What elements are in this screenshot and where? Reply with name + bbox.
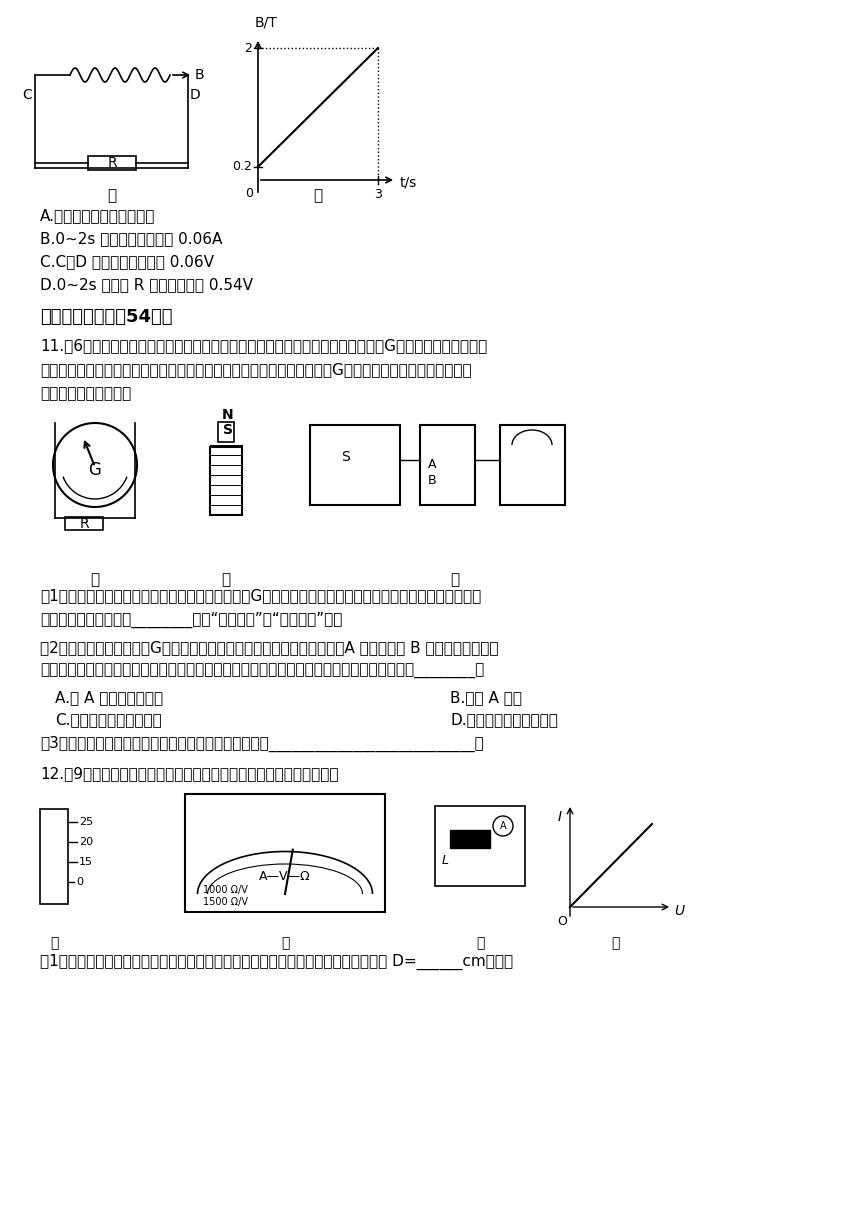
Text: N: N (222, 409, 234, 422)
Text: A: A (427, 458, 436, 472)
Text: R: R (79, 517, 89, 531)
Text: 三、非选择题：共54分。: 三、非选择题：共54分。 (40, 308, 173, 326)
Text: B.0~2s 内回路中的电流为 0.06A: B.0~2s 内回路中的电流为 0.06A (40, 231, 223, 246)
Text: A.回路中感应电流逐渐增大: A.回路中感应电流逐渐增大 (40, 208, 156, 223)
Text: 乙: 乙 (281, 936, 289, 950)
Text: O: O (557, 914, 567, 928)
Text: B: B (427, 473, 436, 486)
Bar (218, 422, 234, 441)
Text: G: G (89, 461, 101, 479)
Text: A—V—Ω: A—V—Ω (259, 869, 310, 883)
Text: 丁: 丁 (611, 936, 619, 950)
Text: A: A (500, 821, 507, 831)
Text: 25: 25 (79, 817, 93, 827)
Text: （1）为了探究电磁感应规律，胡同学将灵敏电流计G与一螺线管串联，如图乙所示。通过分析可知图乙中的: （1）为了探究电磁感应规律，胡同学将灵敏电流计G与一螺线管串联，如图乙所示。通过… (40, 589, 482, 603)
Text: t/s: t/s (400, 175, 417, 188)
Text: 11.（6分）胡同学在做探究电磁感应现象规律的实验中，她选择了一个灵敏电流计G，在没有电流通过灵敏: 11.（6分）胡同学在做探究电磁感应现象规律的实验中，她选择了一个灵敏电流计G，… (40, 338, 488, 353)
Text: 3: 3 (374, 188, 382, 201)
Text: 0.2: 0.2 (232, 161, 252, 174)
Bar (310, 426, 400, 505)
Bar (185, 794, 385, 912)
Text: 丙: 丙 (451, 572, 459, 587)
Text: R: R (108, 156, 117, 170)
Text: 关后，灵敏电流计的指针向右偏了一下，若要使灵敏电流计的指针向左偏转，可采取的操作是________。: 关后，灵敏电流计的指针向右偏了一下，若要使灵敏电流计的指针向左偏转，可采取的操作… (40, 664, 484, 679)
Text: 12.（9分）小阳同学在测量一均导电圆柱体的电阵率，实验步骤如下：: 12.（9分）小阳同学在测量一均导电圆柱体的电阵率，实验步骤如下： (40, 766, 339, 781)
Text: （3）通过本实验可以得出：感应电流产生的磁场，总是___________________________。: （3）通过本实验可以得出：感应电流产生的磁场，总是_______________… (40, 736, 483, 753)
Text: 0: 0 (76, 877, 83, 886)
Bar (210, 447, 242, 516)
Text: B.拔出 A 线圈: B.拔出 A 线圈 (450, 689, 522, 705)
Bar (65, 517, 103, 530)
Text: 20: 20 (79, 837, 93, 848)
Text: B/T: B/T (255, 16, 278, 30)
Text: U: U (674, 903, 684, 918)
Text: （2）胡同学将灵敏电流计G接入图丙所示的电路，此时电路已经连接好，A 线圈已插入 B 线圈中。她合上开: （2）胡同学将灵敏电流计G接入图丙所示的电路，此时电路已经连接好，A 线圈已插入… (40, 640, 499, 655)
Text: 甲: 甲 (108, 188, 117, 203)
Text: 乙: 乙 (313, 188, 322, 203)
Text: S: S (223, 423, 233, 437)
Text: 丙: 丙 (476, 936, 484, 950)
Bar (450, 831, 490, 848)
Text: 条形磁铁的运动情况是________（填“向上拔出”或“向下插入”）。: 条形磁铁的运动情况是________（填“向上拔出”或“向下插入”）。 (40, 612, 342, 629)
Text: D.变阵器的滑片向左滑动: D.变阵器的滑片向左滑动 (450, 713, 558, 727)
Bar (420, 426, 475, 505)
Text: 2: 2 (244, 41, 252, 55)
Text: C: C (22, 88, 32, 102)
Bar (40, 809, 68, 903)
Text: 计的指针如图甲所示。: 计的指针如图甲所示。 (40, 385, 132, 401)
Text: I: I (558, 810, 562, 824)
Text: A.在 A 线圈中插入铁芯: A.在 A 线圈中插入铁芯 (55, 689, 163, 705)
Text: 1500 Ω/V: 1500 Ω/V (203, 897, 248, 907)
Bar (88, 156, 136, 170)
Text: L: L (441, 855, 449, 867)
Text: 1000 Ω/V: 1000 Ω/V (203, 885, 248, 895)
Text: S: S (341, 450, 349, 465)
Text: 乙: 乙 (221, 572, 230, 587)
Text: （1）该同学用螺旋测微器测量圆柱体的直径，测得示数如图甲所示，则圆柱体的直径 D=______cm；用毫: （1）该同学用螺旋测微器测量圆柱体的直径，测得示数如图甲所示，则圆柱体的直径 D… (40, 955, 513, 970)
Text: 15: 15 (79, 857, 93, 867)
Text: D.0~2s 内电阵 R 两端的电压为 0.54V: D.0~2s 内电阵 R 两端的电压为 0.54V (40, 277, 253, 292)
Text: 甲: 甲 (90, 572, 100, 587)
Text: 甲: 甲 (50, 936, 58, 950)
Text: C.变阵器的滑片向右滑动: C.变阵器的滑片向右滑动 (55, 713, 162, 727)
Text: D: D (190, 88, 200, 102)
Bar (500, 426, 565, 505)
Text: B: B (195, 68, 205, 81)
Bar (435, 806, 525, 886)
Text: 0: 0 (245, 187, 253, 199)
Text: C.C、D 两点间的电势差为 0.06V: C.C、D 两点间的电势差为 0.06V (40, 254, 214, 269)
Text: 电流计的情况下，电流计的指针恰好指在刻度盘中央。她先将灵敏电流计G连接在图甲所示的电路中，电流: 电流计的情况下，电流计的指针恰好指在刻度盘中央。她先将灵敏电流计G连接在图甲所示… (40, 362, 471, 377)
